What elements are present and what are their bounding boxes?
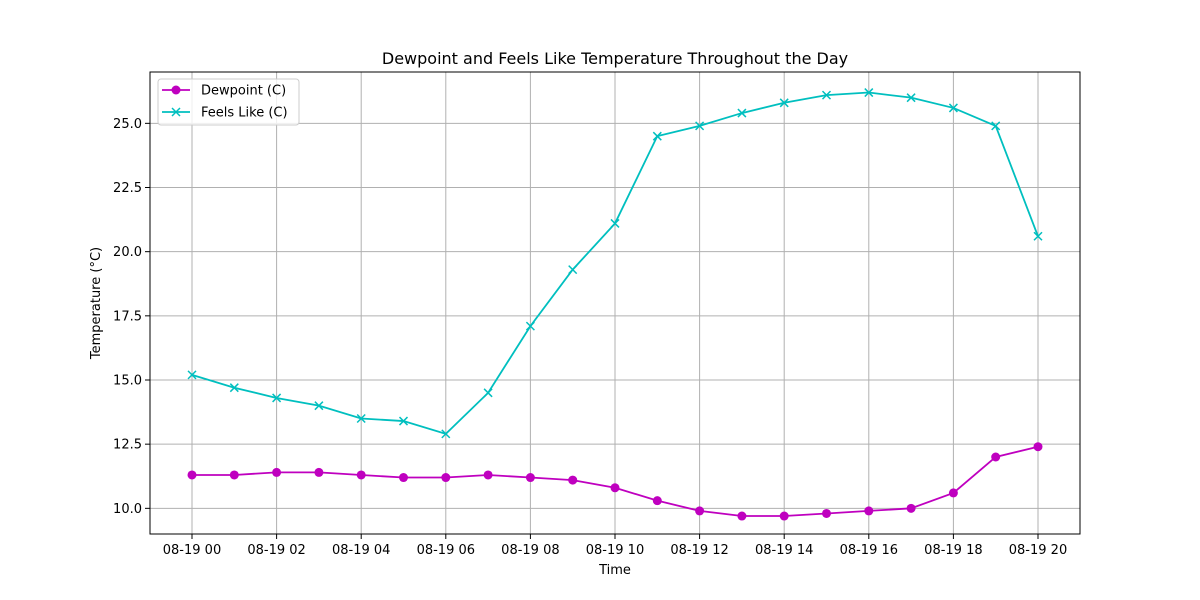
feels-like-c-point — [398, 416, 409, 426]
x-marker-stroke — [948, 103, 958, 113]
x-marker-stroke — [441, 429, 451, 439]
feels-like-c-point — [1033, 231, 1043, 241]
dewpoint-c-point — [187, 470, 197, 480]
x-marker-stroke — [991, 121, 1001, 131]
chart-title: Dewpoint and Feels Like Temperature Thro… — [382, 49, 848, 68]
feels-like-c-point — [737, 108, 747, 118]
dewpoint-c-point — [906, 503, 916, 513]
legend-dewpoint-c-marker — [171, 85, 181, 95]
x-axis: 08-19 00 08-19 02 08-19 04 08-19 06 08-19 08… — [163, 534, 1067, 558]
grid-lines — [150, 72, 1080, 534]
x-marker-stroke — [187, 370, 197, 380]
x-marker-stroke — [821, 90, 832, 100]
y-axis-label: Temperature (°C) — [89, 247, 104, 360]
feels-like-c-point — [610, 218, 620, 228]
x-tick-label: 08-19 20 — [1009, 543, 1067, 558]
x-marker-stroke — [356, 413, 366, 424]
dewpoint-c-point — [356, 470, 366, 480]
feels-like-c-point — [272, 393, 282, 403]
x-tick-label: 08-19 04 — [332, 543, 390, 558]
x-axis-label: Time — [598, 563, 631, 578]
dewpoint-c-point — [822, 508, 831, 518]
x-tick-label: 08-19 00 — [163, 543, 221, 558]
feels-like-c-point — [864, 88, 874, 98]
x-tick-label: 08-19 14 — [755, 543, 813, 558]
dewpoint-c-point — [652, 496, 662, 506]
x-marker-stroke — [483, 388, 493, 398]
x-marker-stroke — [568, 265, 578, 275]
series-layer — [187, 88, 1043, 521]
dewpoint-c-point — [737, 511, 747, 521]
y-tick-label: 12.5 — [113, 438, 142, 453]
dewpoint-c-point — [314, 467, 324, 477]
legend-dewpoint-c-label: Dewpoint (C) — [201, 84, 286, 99]
feels-like-c-point — [991, 121, 1001, 131]
dewpoint-c-point — [441, 473, 451, 483]
x-tick-label: 08-19 02 — [247, 543, 305, 558]
dewpoint-c-point — [525, 473, 535, 483]
x-marker-stroke — [779, 98, 789, 108]
dewpoint-c-point — [229, 470, 239, 480]
feels-like-c-point — [314, 401, 324, 411]
y-tick-label: 25.0 — [113, 117, 142, 132]
x-marker-stroke — [525, 321, 535, 331]
y-tick-label: 10.0 — [113, 502, 142, 517]
feels-like-c-point — [652, 131, 662, 141]
x-marker-stroke — [695, 121, 705, 131]
feels-like-c-point — [356, 413, 366, 424]
feels-like-c-point — [187, 370, 197, 380]
y-axis: 10.0 12.5 15.0 17.5 20.0 22.5 25.0 — [113, 117, 150, 517]
x-tick-label: 08-19 12 — [670, 543, 728, 558]
x-marker-stroke — [171, 107, 181, 117]
feels-like-c-point — [229, 383, 239, 393]
dewpoint-c-point — [568, 475, 578, 485]
dewpoint-c-point — [991, 452, 1001, 462]
x-tick-label: 08-19 10 — [586, 543, 644, 558]
x-marker-stroke — [610, 218, 620, 228]
x-marker-stroke — [398, 416, 409, 426]
dewpoint-c-point — [610, 483, 620, 493]
dewpoint-c-point — [483, 470, 493, 480]
feels-like-c-point — [906, 93, 916, 103]
dewpoint-c-point — [695, 506, 705, 516]
x-tick-label: 08-19 06 — [417, 543, 475, 558]
legend-feels-like-c-label: Feels Like (C) — [201, 106, 288, 121]
y-tick-label: 17.5 — [113, 309, 142, 324]
x-tick-label: 08-19 16 — [840, 543, 898, 558]
dewpoint-c-point — [1033, 442, 1043, 452]
x-marker-stroke — [272, 393, 282, 403]
legend-feels-like-c-marker — [171, 107, 181, 117]
dewpoint-c-point — [272, 467, 282, 477]
feels-like-c-point — [821, 90, 832, 100]
feels-like-c-point — [568, 265, 578, 275]
feels-like-c-point — [525, 321, 535, 331]
y-tick-label: 20.0 — [113, 245, 142, 260]
feels-like-c-point — [779, 98, 789, 108]
x-marker-stroke — [864, 88, 874, 98]
legend: Dewpoint (C) Feels Like (C) — [157, 78, 300, 126]
x-tick-label: 08-19 08 — [501, 543, 559, 558]
x-marker-stroke — [906, 93, 916, 103]
dewpoint-c-point — [948, 488, 958, 498]
x-marker-stroke — [652, 131, 662, 141]
dewpoint-c-point — [864, 506, 874, 516]
feels-like-c-point — [948, 103, 958, 113]
dewpoint-c-point — [399, 473, 408, 483]
feels-like-c-point — [695, 121, 705, 131]
x-tick-label: 08-19 18 — [924, 543, 982, 558]
y-tick-label: 22.5 — [113, 181, 142, 196]
x-marker-stroke — [314, 401, 324, 411]
x-marker-stroke — [229, 383, 239, 393]
dewpoint-c-point — [779, 511, 789, 521]
x-marker-stroke — [1033, 231, 1043, 241]
feels-like-c-point — [441, 429, 451, 439]
feels-like-c-point — [483, 388, 493, 398]
y-tick-label: 15.0 — [113, 374, 142, 389]
x-marker-stroke — [737, 108, 747, 118]
legend-box — [157, 78, 300, 126]
